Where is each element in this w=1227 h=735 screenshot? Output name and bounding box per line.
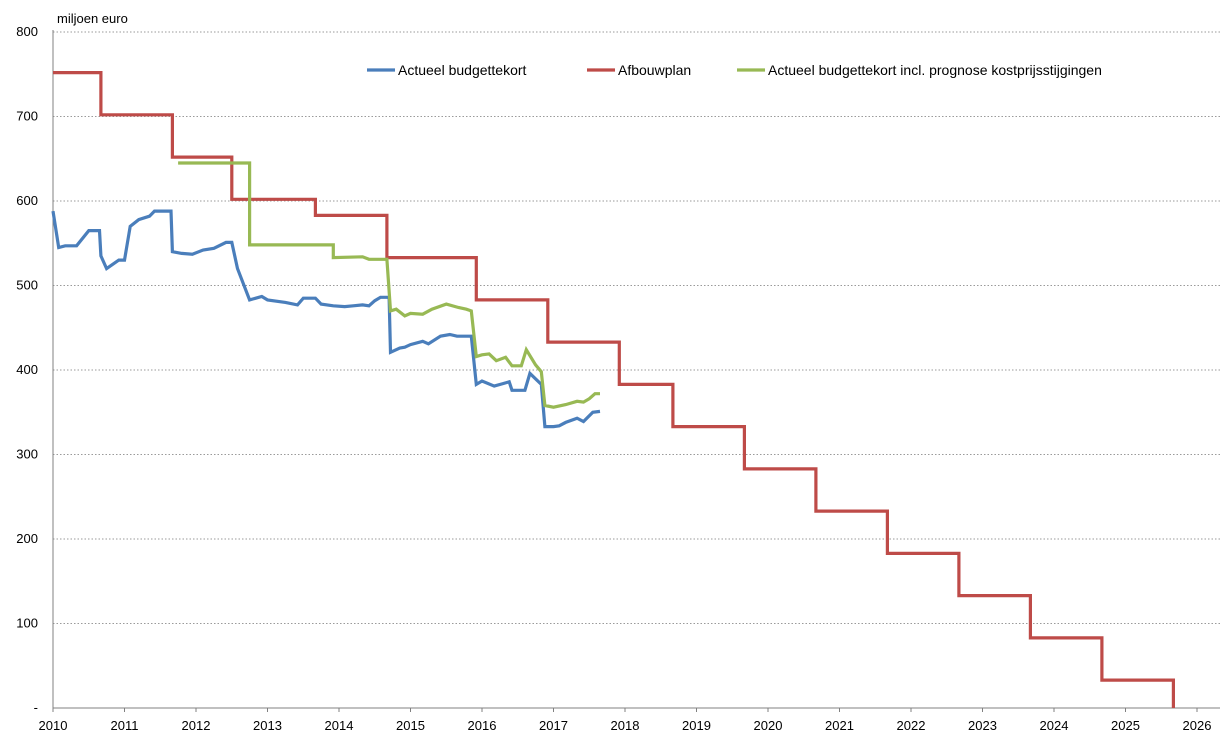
y-tick-label: 100 [16,616,38,631]
x-tick-label: 2021 [825,718,854,733]
y-tick-label: 200 [16,531,38,546]
x-tick-labels: 2010 2011 2012 2013 2014 2015 2016 2017 2018 2019… [39,708,1212,733]
x-tick-label: 2015 [396,718,425,733]
y-tick-label: 400 [16,362,38,377]
y-tick-label: 600 [16,193,38,208]
y-tick-label: 500 [16,278,38,293]
x-tick-label: 2013 [253,718,282,733]
legend-label-2: Actueel budgettekort incl. prognose kost… [768,62,1102,78]
x-tick-label: 2024 [1040,718,1069,733]
series-line-2 [178,161,600,409]
x-tick-label: 2022 [897,718,926,733]
y-tick-labels: - 100 200 300 400 500 600 700 800 [16,24,38,715]
x-tick-label: 2019 [682,718,711,733]
series-line-0 [51,209,601,429]
x-tick-label: 2014 [325,718,354,733]
x-tick-label: 2011 [111,718,139,733]
axes [52,30,1220,709]
series-line-1 [53,71,1175,708]
y-tick-label: 700 [16,109,38,124]
y-tick-label: - [34,700,38,715]
legend-label-1: Afbouwplan [618,62,691,78]
gridlines [53,31,1220,624]
x-tick-label: 2017 [539,718,568,733]
x-tick-label: 2023 [968,718,997,733]
legend-label-0: Actueel budgettekort [398,62,527,78]
x-tick-label: 2012 [182,718,211,733]
x-tick-label: 2018 [611,718,640,733]
x-tick-label: 2020 [754,718,783,733]
series-lines [51,71,1175,708]
x-tick-label: 2010 [39,718,68,733]
legend: Actueel budgettekort Afbouwplan Actueel bu… [367,62,1102,78]
y-tick-label: 300 [16,447,38,462]
x-tick-label: 2026 [1183,718,1212,733]
x-tick-label: 2025 [1111,718,1140,733]
y-tick-label: 800 [16,24,38,39]
y-axis-unit-label: miljoen euro [57,11,128,26]
x-tick-label: 2016 [468,718,497,733]
